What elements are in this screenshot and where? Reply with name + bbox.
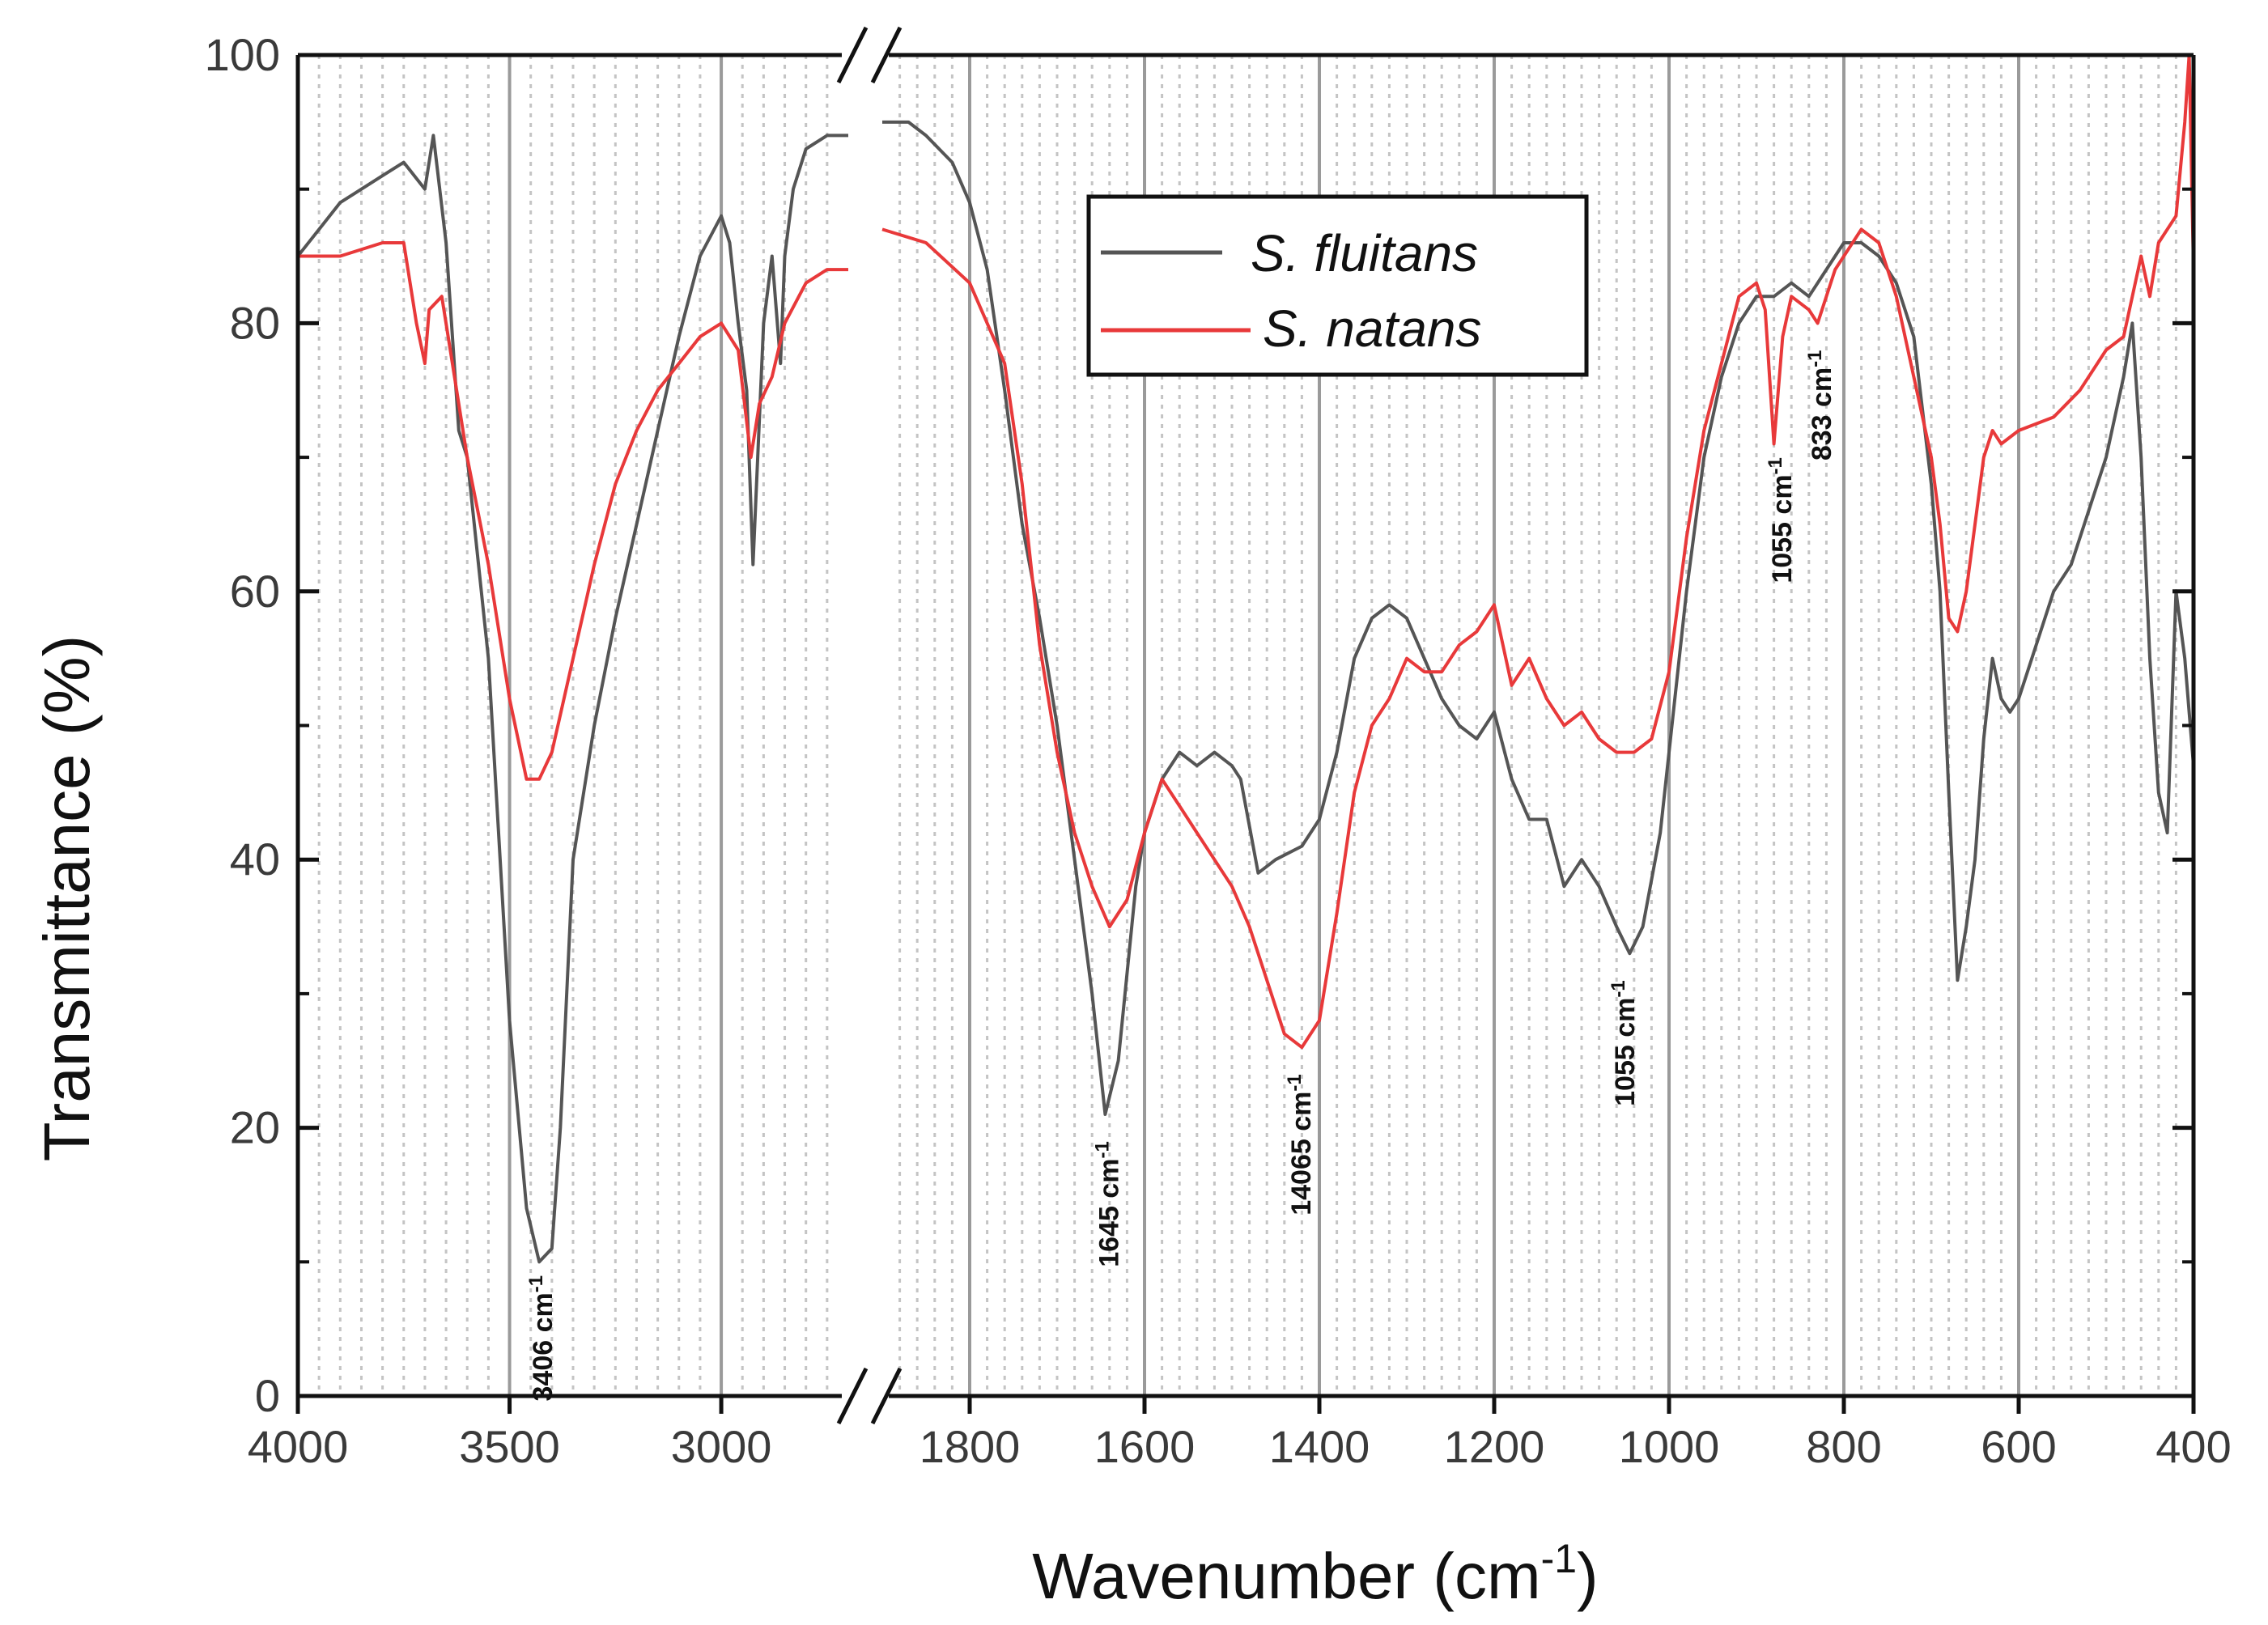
y-tick-label: 20	[230, 1102, 280, 1153]
peak-annotation: 3406 cm-1	[525, 1275, 559, 1402]
y-tick-label: 60	[230, 566, 280, 617]
legend-box	[1086, 194, 1589, 377]
peak-annotation-label: 833 cm-1	[1804, 350, 1837, 461]
axis-break-mark	[836, 1367, 869, 1425]
axis-break-mark	[836, 26, 869, 84]
x-tick-label: 1400	[1269, 1421, 1370, 1472]
peak-annotation: 833 cm-1	[1804, 350, 1837, 461]
legend-label-s-fluitans: S. fluitans	[1251, 224, 1478, 282]
y-tick-label: 100	[205, 29, 280, 80]
peak-annotation: 1055 cm-1	[1608, 980, 1641, 1106]
series-line-s-fluitans	[296, 134, 848, 1264]
x-tick-label: 1600	[1094, 1421, 1196, 1472]
x-axis-title: Wavenumber (cm-1)	[1032, 1536, 1598, 1612]
peak-annotation-label: 1055 cm-1	[1765, 457, 1798, 583]
x-tick-label: 800	[1806, 1421, 1881, 1472]
y-tick-label: 40	[230, 834, 280, 885]
axis-break-mark	[870, 1367, 903, 1425]
x-tick-label: 3000	[671, 1421, 772, 1472]
y-tick-label: 80	[230, 297, 280, 348]
x-tick-label: 3500	[459, 1421, 560, 1472]
annotation-layer: 3406 cm-1 1645 cm-1 14065 cm-1 1055 cm-1 105…	[525, 350, 1837, 1402]
y-tick-label: 0	[255, 1370, 280, 1421]
x-tick-label: 4000	[248, 1421, 349, 1472]
series-line-s-natans	[881, 53, 2195, 1050]
peak-annotation-label: 3406 cm-1	[525, 1275, 559, 1402]
peak-annotation: 1645 cm-1	[1092, 1141, 1125, 1267]
legend: S. fluitans S. natans	[1086, 194, 1589, 377]
series-layer	[296, 53, 2195, 1264]
x-tick-label: 400	[2155, 1421, 2231, 1472]
peak-annotation-label: 14065 cm-1	[1284, 1074, 1317, 1215]
series-line-s-fluitans	[882, 120, 2195, 1116]
axis-break-mark	[870, 26, 903, 84]
y-axis-title: Transmittance (%)	[31, 635, 103, 1162]
peak-annotation: 14065 cm-1	[1284, 1074, 1317, 1215]
peak-annotation-label: 1055 cm-1	[1608, 980, 1641, 1106]
legend-label-s-natans: S. natans	[1263, 299, 1481, 358]
x-tick-label: 1200	[1444, 1421, 1545, 1472]
tick-layer: 0 20 40 60 80 100 4000 3500 3000 1800 1600 1400 1200…	[205, 29, 2232, 1472]
series-line-s-natans	[298, 241, 848, 781]
x-tick-label: 1000	[1619, 1421, 1720, 1472]
peak-annotation: 1055 cm-1	[1765, 457, 1798, 583]
peak-annotation-label: 1645 cm-1	[1092, 1141, 1125, 1267]
x-tick-label: 600	[1981, 1421, 2056, 1472]
x-tick-label: 1800	[920, 1421, 1021, 1472]
